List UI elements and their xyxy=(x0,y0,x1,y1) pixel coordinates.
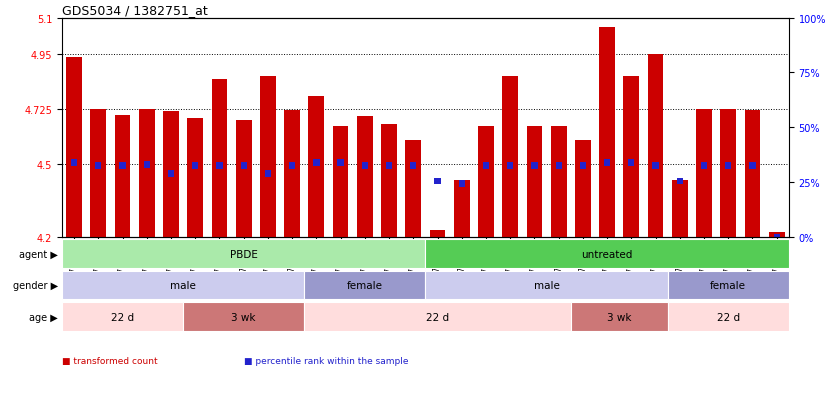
Bar xyxy=(333,127,349,237)
Bar xyxy=(406,140,421,237)
Bar xyxy=(386,163,392,170)
Bar xyxy=(624,77,639,237)
Bar xyxy=(676,178,683,185)
Bar xyxy=(260,77,276,237)
Bar xyxy=(696,110,712,237)
Bar xyxy=(769,233,785,237)
Text: 22 d: 22 d xyxy=(426,312,449,322)
Bar xyxy=(720,110,736,237)
Bar xyxy=(629,160,634,167)
Bar xyxy=(571,302,667,331)
Bar xyxy=(357,117,373,237)
Bar xyxy=(551,127,567,237)
Text: female: female xyxy=(710,280,746,290)
Bar xyxy=(168,170,174,177)
Bar xyxy=(240,163,247,170)
Bar xyxy=(304,271,425,300)
Bar xyxy=(411,163,416,170)
Bar xyxy=(526,127,543,237)
Bar xyxy=(531,163,538,170)
Bar xyxy=(604,160,610,167)
Bar xyxy=(434,178,440,185)
Bar xyxy=(749,163,756,170)
Bar xyxy=(62,240,425,268)
Bar xyxy=(115,116,131,237)
Bar xyxy=(744,111,761,237)
Bar xyxy=(308,96,325,237)
Text: agent ▶: agent ▶ xyxy=(19,249,58,259)
Bar xyxy=(453,180,470,237)
Bar xyxy=(289,163,295,170)
Bar xyxy=(580,163,586,170)
Bar xyxy=(304,302,571,331)
Text: ■ transformed count: ■ transformed count xyxy=(62,356,158,365)
Bar xyxy=(62,302,183,331)
Bar xyxy=(139,110,154,237)
Text: gender ▶: gender ▶ xyxy=(12,280,58,290)
Text: 22 d: 22 d xyxy=(111,312,134,322)
Text: untreated: untreated xyxy=(582,249,633,259)
Bar xyxy=(478,127,494,237)
Bar xyxy=(381,124,397,237)
Bar xyxy=(120,163,126,170)
Bar xyxy=(774,234,780,241)
Bar xyxy=(192,163,198,170)
Text: male: male xyxy=(534,280,559,290)
Bar xyxy=(71,160,77,167)
Text: ■ percentile rank within the sample: ■ percentile rank within the sample xyxy=(244,356,408,365)
Bar xyxy=(66,57,82,237)
Text: male: male xyxy=(170,280,196,290)
Bar xyxy=(90,110,107,237)
Bar xyxy=(338,160,344,167)
Bar xyxy=(667,302,789,331)
Bar xyxy=(235,121,252,237)
Bar xyxy=(556,163,562,170)
Text: 3 wk: 3 wk xyxy=(607,312,631,322)
Bar xyxy=(725,163,731,170)
Bar xyxy=(188,118,203,237)
Bar xyxy=(183,302,304,331)
Bar xyxy=(425,240,789,268)
Text: GDS5034 / 1382751_at: GDS5034 / 1382751_at xyxy=(62,5,207,17)
Text: PBDE: PBDE xyxy=(230,249,258,259)
Bar xyxy=(667,271,789,300)
Bar xyxy=(430,230,445,237)
Bar xyxy=(211,79,227,237)
Text: age ▶: age ▶ xyxy=(29,312,58,322)
Text: 3 wk: 3 wk xyxy=(231,312,256,322)
Bar xyxy=(458,180,465,188)
Bar xyxy=(653,163,658,170)
Bar xyxy=(313,160,320,167)
Bar xyxy=(672,180,688,237)
Bar xyxy=(62,271,304,300)
Text: female: female xyxy=(347,280,382,290)
Bar xyxy=(502,77,518,237)
Bar xyxy=(701,163,707,170)
Bar xyxy=(483,163,489,170)
Bar xyxy=(425,271,667,300)
Bar xyxy=(144,162,150,169)
Bar xyxy=(216,163,222,170)
Bar xyxy=(284,111,300,237)
Text: 22 d: 22 d xyxy=(717,312,740,322)
Bar xyxy=(95,163,102,170)
Bar xyxy=(163,112,179,237)
Bar xyxy=(362,163,368,170)
Bar xyxy=(648,55,663,237)
Bar xyxy=(599,28,615,237)
Bar xyxy=(507,163,513,170)
Bar xyxy=(265,170,271,177)
Bar xyxy=(575,140,591,237)
